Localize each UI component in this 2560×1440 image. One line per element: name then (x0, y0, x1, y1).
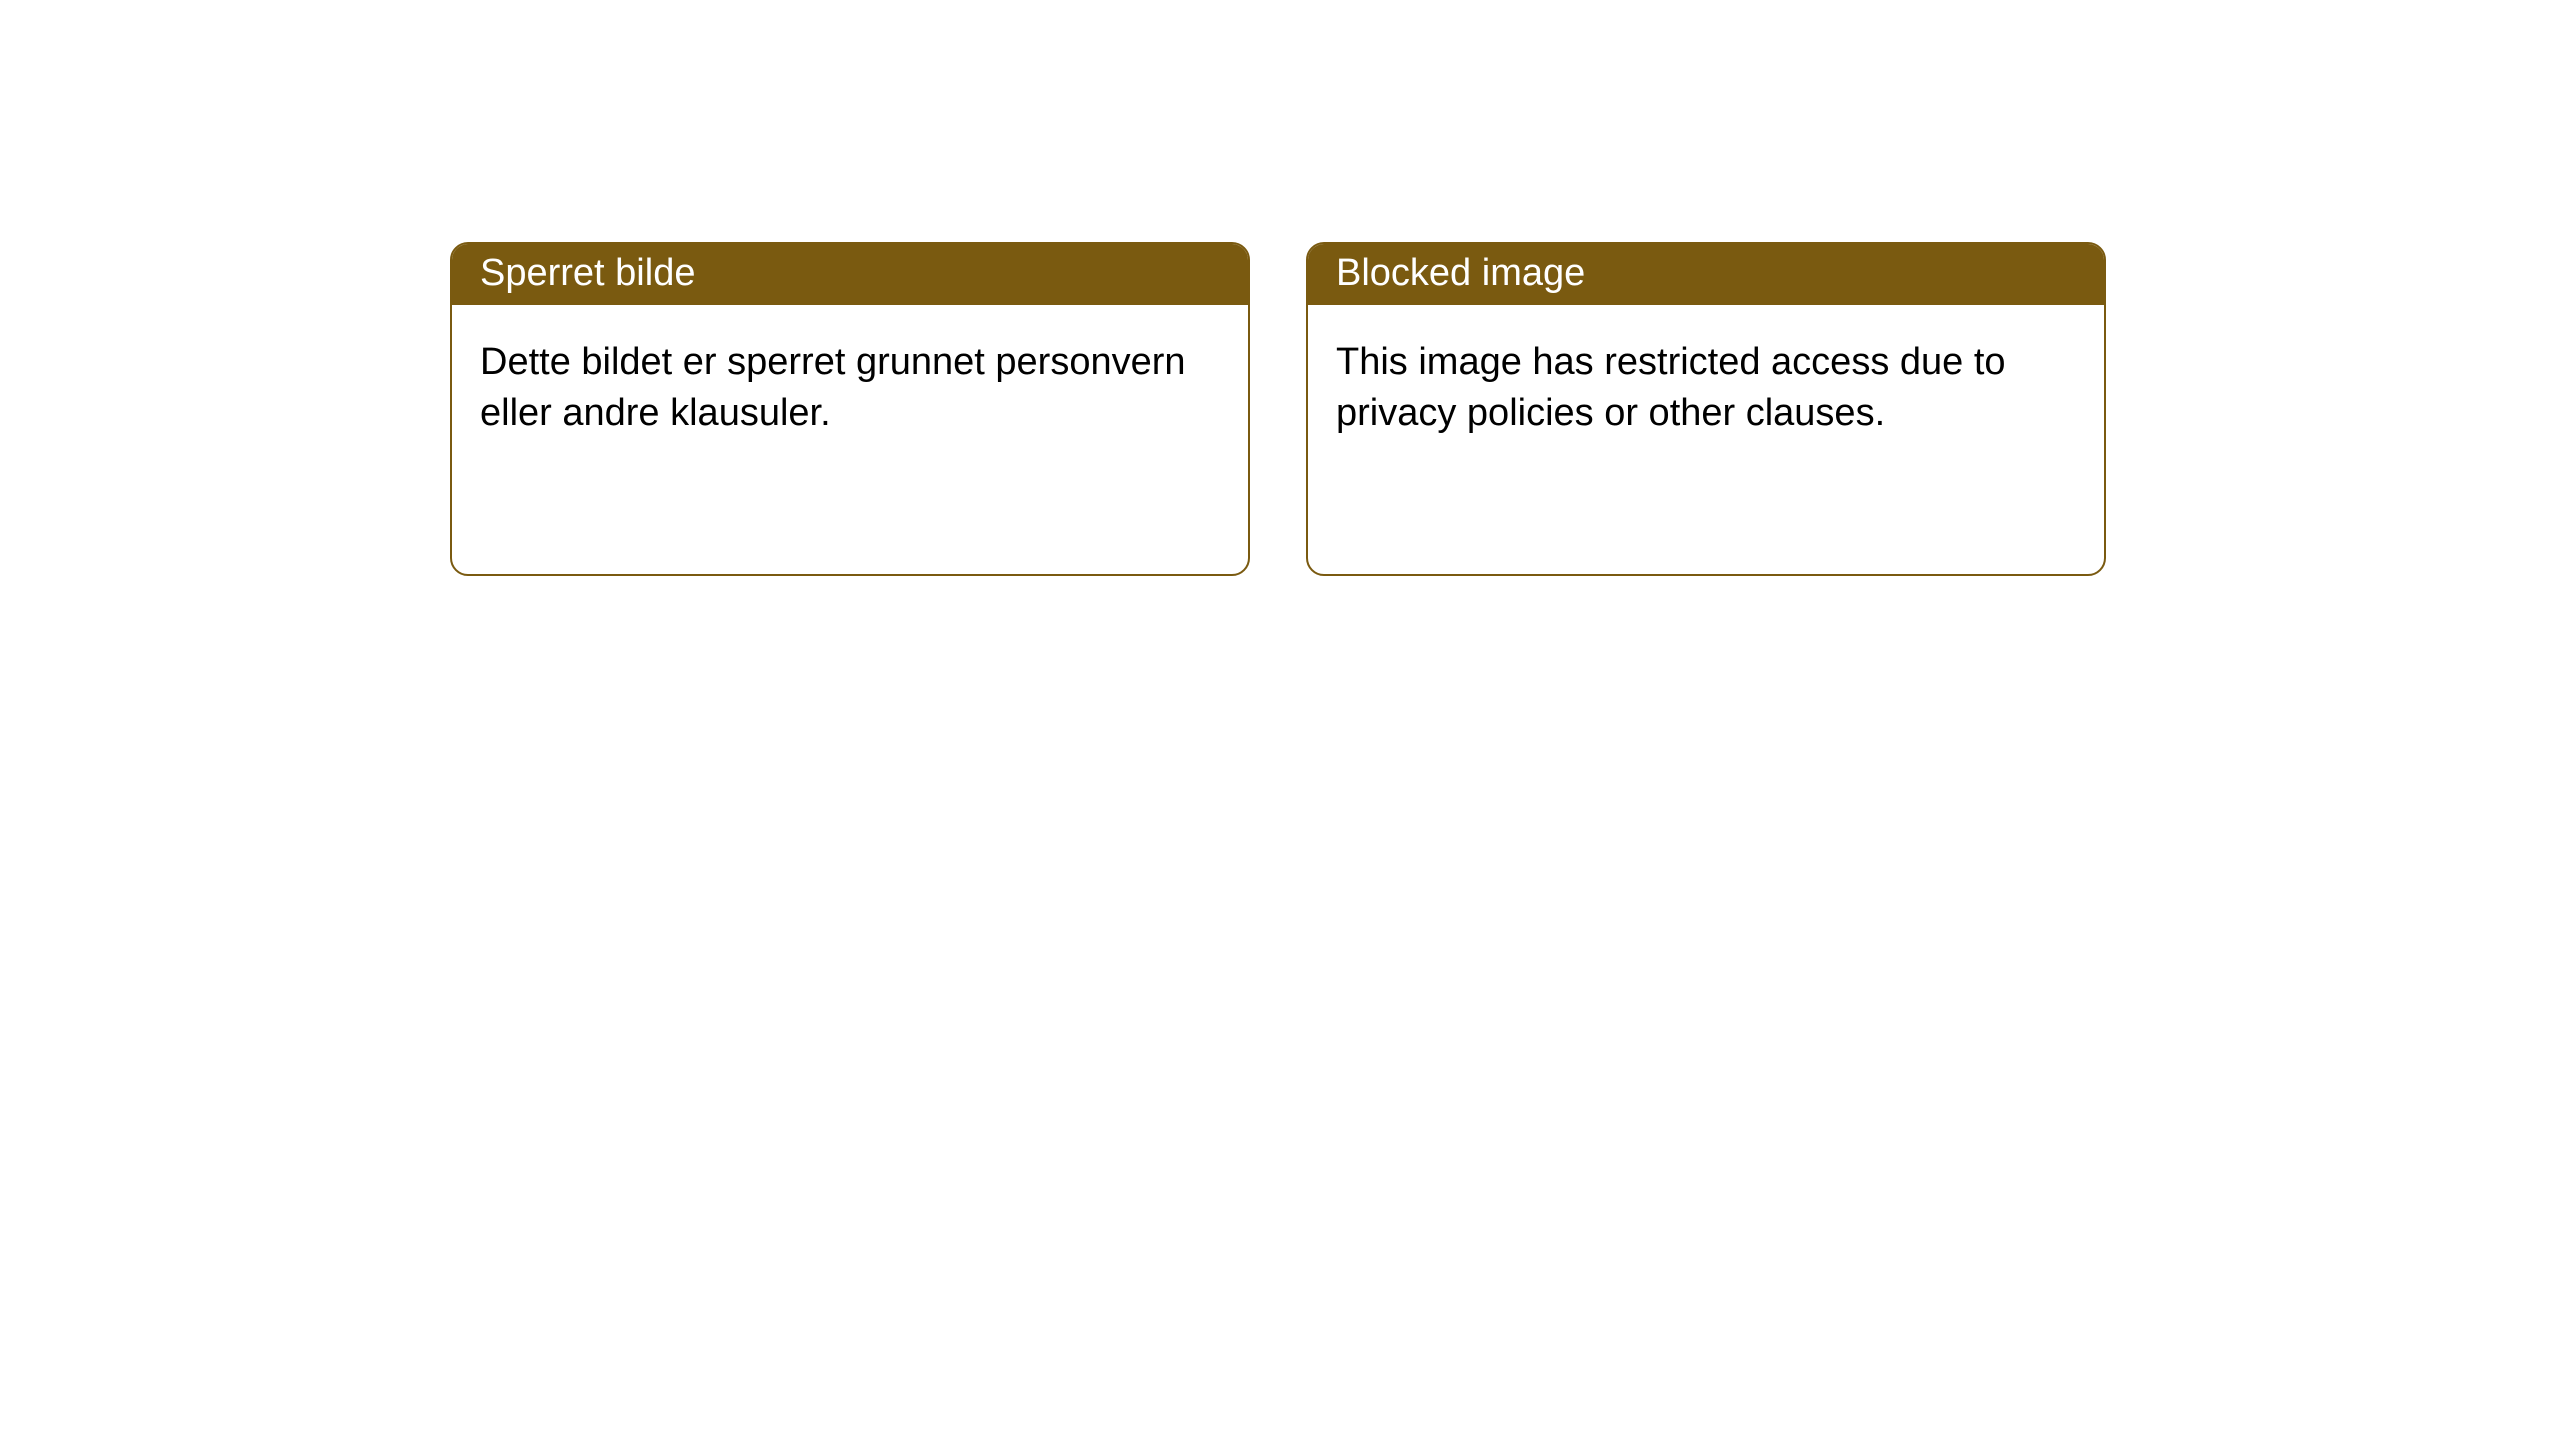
notice-cards-container: Sperret bilde Dette bildet er sperret gr… (450, 242, 2106, 576)
card-body-text: Dette bildet er sperret grunnet personve… (480, 341, 1186, 434)
card-header: Blocked image (1308, 244, 2104, 305)
card-header: Sperret bilde (452, 244, 1248, 305)
card-body: This image has restricted access due to … (1308, 305, 2104, 472)
card-body-text: This image has restricted access due to … (1336, 341, 2006, 434)
notice-card-norwegian: Sperret bilde Dette bildet er sperret gr… (450, 242, 1250, 576)
card-title: Sperret bilde (480, 252, 695, 294)
card-title: Blocked image (1336, 252, 1585, 294)
notice-card-english: Blocked image This image has restricted … (1306, 242, 2106, 576)
card-body: Dette bildet er sperret grunnet personve… (452, 305, 1248, 472)
